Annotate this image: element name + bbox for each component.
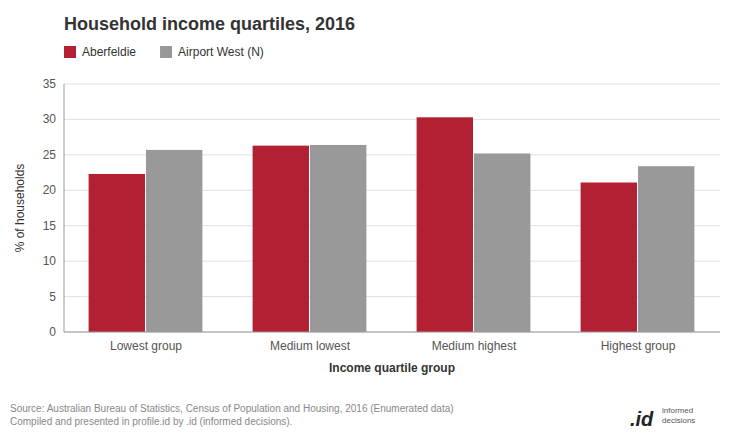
- chart-title: Household income quartiles, 2016: [64, 14, 355, 34]
- y-axis-line: [64, 84, 65, 332]
- text-line: Source: Australian Bureau of Statistics,…: [10, 403, 454, 414]
- x-axis: Lowest group Medium lowest Medium highest H…: [64, 84, 720, 353]
- bars: [89, 117, 695, 332]
- bar: [310, 145, 366, 332]
- grid-line: [64, 332, 720, 333]
- x-tick-label: Lowest group: [110, 339, 182, 353]
- y-tick-label: 15: [43, 219, 57, 233]
- legend-label: Airport West (N): [178, 45, 264, 59]
- source-note: Source: Australian Bureau of Statistics,…: [10, 403, 454, 427]
- bar: [89, 174, 145, 332]
- grid-line: [64, 119, 720, 120]
- y-tick-label: 30: [43, 112, 57, 126]
- legend: Aberfeldie Airport West (N): [64, 45, 264, 59]
- legend-swatch: [160, 46, 172, 58]
- bar: [146, 150, 202, 332]
- x-tick-label: Highest group: [601, 339, 676, 353]
- bar: [474, 153, 530, 332]
- chart-svg: Household income quartiles, 2016 Aberfeld…: [0, 0, 740, 440]
- legend-label: Aberfeldie: [82, 45, 136, 59]
- y-axis: 0 5 10 15 20 25 30 35: [43, 77, 720, 339]
- logo-tagline: informeddecisions: [662, 406, 695, 425]
- text-line: Compiled and presented in profile.id by …: [10, 416, 292, 427]
- text-line: decisions: [662, 416, 695, 425]
- logo: .id: [630, 408, 654, 430]
- y-axis-label: % of households: [13, 164, 27, 253]
- x-tick-label: Medium highest: [432, 339, 517, 353]
- y-tick-label: 10: [43, 254, 57, 268]
- legend-swatch: [64, 46, 76, 58]
- x-tick-label: Medium lowest: [270, 339, 351, 353]
- bar: [253, 146, 309, 332]
- y-tick-label: 25: [43, 148, 57, 162]
- y-tick-label: 35: [43, 77, 57, 91]
- chart-container: Household income quartiles, 2016 Aberfeld…: [0, 0, 740, 440]
- text-line: informed: [662, 406, 693, 415]
- bar: [417, 117, 473, 332]
- y-tick-label: 5: [49, 290, 56, 304]
- y-tick-label: 0: [49, 325, 56, 339]
- x-axis-label: Income quartile group: [329, 361, 455, 375]
- y-tick-label: 20: [43, 183, 57, 197]
- bar: [638, 166, 694, 332]
- x-axis-line: [64, 332, 720, 333]
- bar: [581, 182, 637, 332]
- grid-line: [64, 84, 720, 85]
